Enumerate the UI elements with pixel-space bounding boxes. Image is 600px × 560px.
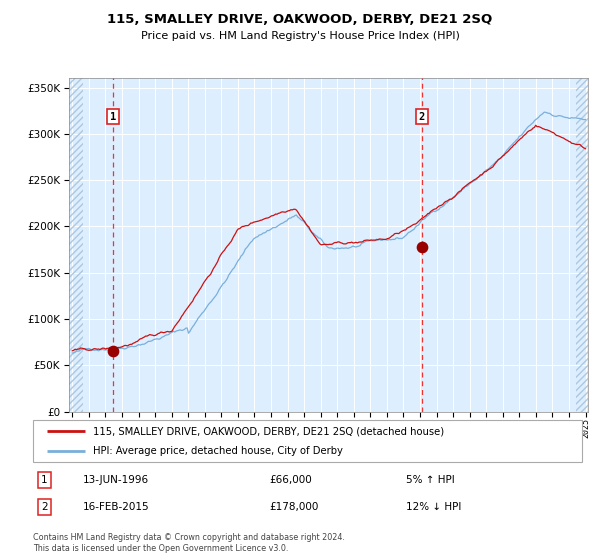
Point — [108, 346, 118, 355]
Text: 1: 1 — [110, 111, 116, 122]
Text: 12% ↓ HPI: 12% ↓ HPI — [406, 502, 461, 512]
Text: 13-JUN-1996: 13-JUN-1996 — [82, 475, 149, 484]
Text: HPI: Average price, detached house, City of Derby: HPI: Average price, detached house, City… — [94, 446, 343, 456]
Text: Contains HM Land Registry data © Crown copyright and database right 2024.
This d: Contains HM Land Registry data © Crown c… — [33, 533, 345, 553]
Text: £66,000: £66,000 — [269, 475, 312, 484]
Text: 115, SMALLEY DRIVE, OAKWOOD, DERBY, DE21 2SQ (detached house): 115, SMALLEY DRIVE, OAKWOOD, DERBY, DE21… — [94, 426, 445, 436]
Text: Price paid vs. HM Land Registry's House Price Index (HPI): Price paid vs. HM Land Registry's House … — [140, 31, 460, 41]
Text: 115, SMALLEY DRIVE, OAKWOOD, DERBY, DE21 2SQ: 115, SMALLEY DRIVE, OAKWOOD, DERBY, DE21… — [107, 13, 493, 26]
Bar — [577, 78, 588, 412]
Bar — [69, 78, 83, 412]
Text: 1: 1 — [41, 475, 48, 484]
Text: 16-FEB-2015: 16-FEB-2015 — [82, 502, 149, 512]
Text: 2: 2 — [41, 502, 48, 512]
Text: 2: 2 — [419, 111, 425, 122]
Point — [417, 242, 427, 251]
FancyBboxPatch shape — [33, 420, 582, 462]
Text: 5% ↑ HPI: 5% ↑ HPI — [406, 475, 455, 484]
Text: £178,000: £178,000 — [269, 502, 319, 512]
